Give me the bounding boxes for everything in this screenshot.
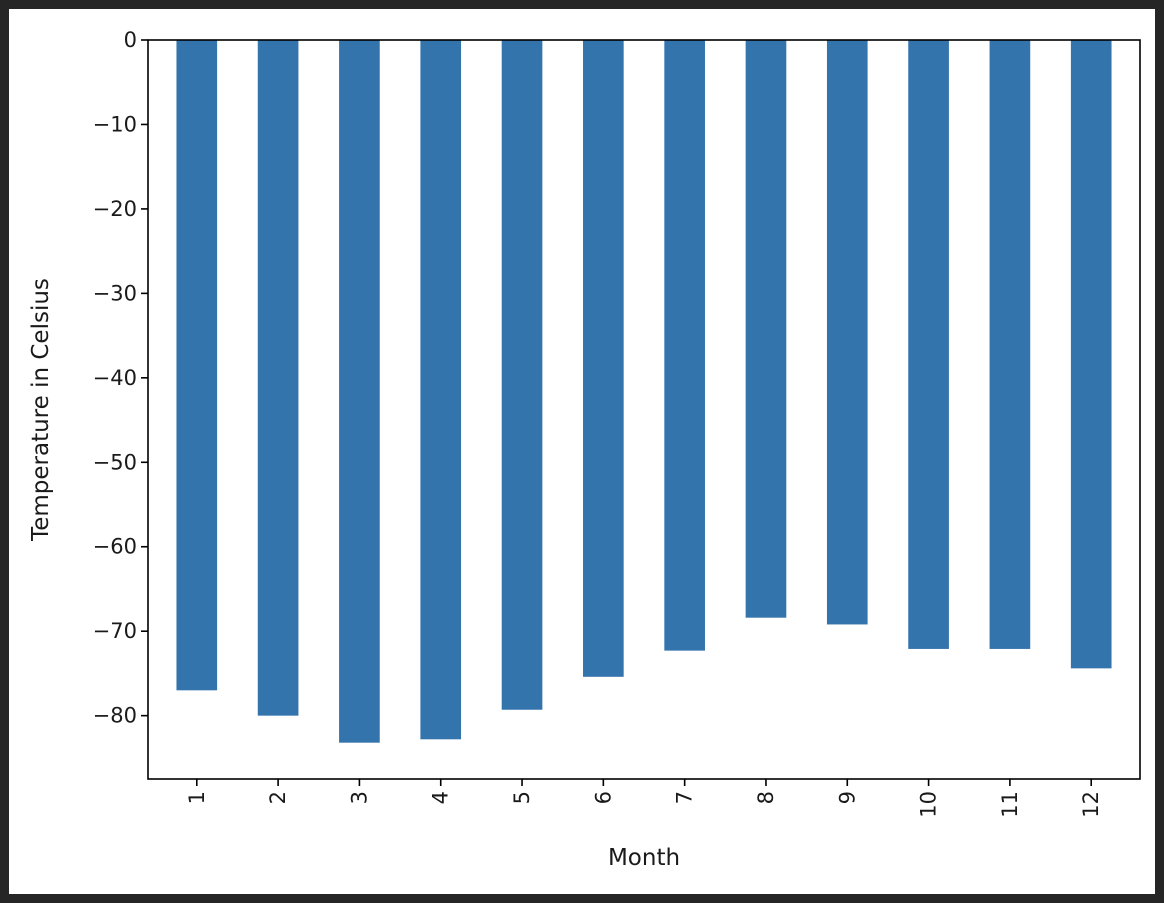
- y-tick-label: −50: [93, 450, 137, 474]
- bar-month-11: [989, 40, 1031, 649]
- bar-month-10: [908, 40, 949, 649]
- axes-frame: [147, 39, 1141, 780]
- bar-month-5: [501, 40, 543, 710]
- x-tick-label: 6: [591, 791, 615, 804]
- y-tick-label: −20: [93, 197, 137, 221]
- bar-month-2: [257, 40, 299, 716]
- y-tick-label: −30: [93, 281, 137, 305]
- bar-month-9: [826, 40, 868, 625]
- x-tick-label: 12: [1079, 791, 1103, 818]
- x-tick-label: 7: [673, 791, 697, 804]
- bar-month-4: [420, 40, 462, 740]
- bars-group: [176, 40, 1112, 743]
- x-tick-label: 1: [185, 791, 209, 804]
- x-tick-label: 8: [754, 791, 778, 804]
- x-tick-label: 2: [266, 791, 290, 804]
- x-axis-label: Month: [608, 845, 680, 871]
- x-axis: 1 2 3 4 5 6 7 8 9 10 11 12: [185, 779, 1103, 818]
- bar-month-6: [583, 40, 624, 677]
- bar-month-12: [1070, 40, 1112, 669]
- x-tick-label: 9: [835, 791, 859, 804]
- bar-month-7: [664, 40, 705, 651]
- x-tick-label: 3: [347, 791, 371, 804]
- y-axis-label: Temperature in Celsius: [28, 278, 54, 542]
- x-tick-label: 4: [429, 791, 453, 804]
- x-tick-label: 5: [510, 791, 534, 804]
- y-tick-label: 0: [124, 28, 137, 52]
- bar-chart: 0−10−20−30−40−50−60−70−80 1 2 3 4 5 6 7 8 9 10 11 1…: [28, 28, 1141, 871]
- bar-month-8: [745, 40, 787, 618]
- y-tick-label: −70: [93, 619, 137, 643]
- x-tick-label: 11: [998, 791, 1022, 818]
- y-axis: 0 −10 −20 −30 −40 −50 −60 −70 −80: [93, 28, 148, 728]
- bar-month-1: [176, 40, 218, 691]
- x-tick-label: 10: [917, 791, 941, 818]
- y-tick-label: −40: [93, 366, 137, 390]
- y-tick-label: −80: [93, 704, 137, 728]
- bar-month-3: [339, 40, 380, 743]
- y-tick-label: −60: [93, 535, 137, 559]
- chart-figure: 0 −10 −20 −30 −40 −50 −60 −70 −80 1 2 3 4 5 6 7 8 9 10 11 1…: [9, 9, 1155, 894]
- y-tick-label: −10: [93, 112, 137, 136]
